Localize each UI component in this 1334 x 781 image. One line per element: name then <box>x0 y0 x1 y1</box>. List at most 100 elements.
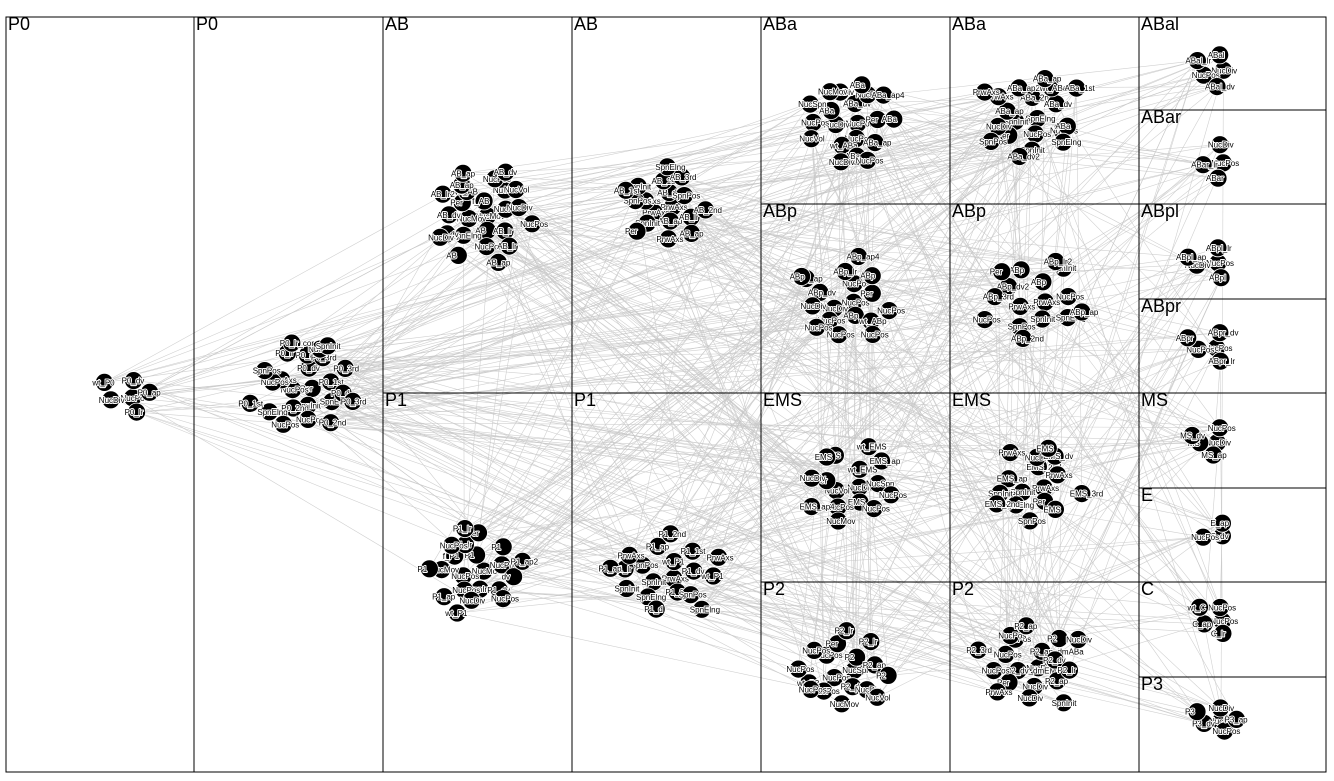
edge <box>647 222 1043 283</box>
network-node: P2_ap <box>1013 616 1039 636</box>
edge <box>494 103 856 180</box>
node-label: NucDiv <box>1185 261 1211 270</box>
node-circle <box>879 301 899 321</box>
node-label: NucVol <box>824 487 850 496</box>
node-circle <box>474 191 494 211</box>
node-label: P1 <box>417 565 427 574</box>
edge <box>701 156 1020 610</box>
network-node: NucPos <box>1207 418 1237 438</box>
edge <box>701 334 873 610</box>
node-circle <box>852 75 872 95</box>
edge <box>1005 103 1057 655</box>
edge <box>855 103 1033 151</box>
network-node: ABa_dv <box>1043 94 1073 114</box>
cell-label: P1 <box>385 390 407 410</box>
edge <box>677 360 1221 593</box>
node-circle <box>434 587 454 607</box>
edge <box>515 189 889 676</box>
network-node: SpnPos <box>1017 511 1047 531</box>
node-circle <box>1072 484 1092 504</box>
node-label: P0_d <box>331 389 350 398</box>
node-label: SpnElng <box>1056 314 1086 323</box>
network-node: AB_ap <box>450 163 477 183</box>
edge <box>330 332 1220 423</box>
node-circle <box>881 485 901 505</box>
node-label: P0_lr_cor <box>280 339 315 348</box>
network-node: SpnElng <box>1050 132 1082 152</box>
network-node: SpnElng <box>451 225 483 245</box>
node-label: ABpl_lr <box>1206 244 1232 253</box>
edge <box>670 256 1189 535</box>
network-node: P0_3rd <box>332 358 360 378</box>
network-node: Per <box>624 221 647 241</box>
edge <box>1048 448 1223 622</box>
node-label: NucDiv <box>1025 453 1051 462</box>
node-label: NucPos <box>822 674 850 683</box>
edge <box>505 208 1031 522</box>
node-circle <box>335 358 355 378</box>
cell-label: P1 <box>574 390 596 410</box>
node-label: C_lr <box>1211 629 1226 638</box>
network-node: NucPos <box>878 485 908 505</box>
network-node: NucDiv <box>506 198 534 218</box>
node-label: ABa_ap <box>863 139 892 148</box>
edge <box>330 315 856 423</box>
node-circle <box>1058 287 1078 307</box>
network-node: NucPos <box>855 150 885 170</box>
network-node: ABpr_dv <box>1207 323 1239 343</box>
edge <box>468 78 1045 219</box>
node-circle <box>820 82 840 102</box>
network-node: NucMov <box>471 561 502 581</box>
node-circle <box>682 223 701 243</box>
network-node: NucPos <box>1211 721 1241 741</box>
node-circle <box>858 150 877 170</box>
node-label: EMS_2nd <box>985 500 1020 509</box>
network-node: NucPos <box>1022 124 1052 144</box>
node-label: AB_lr <box>493 227 513 236</box>
node-circle <box>1210 323 1230 343</box>
edge <box>681 176 1022 271</box>
edge <box>345 368 671 535</box>
node-label: NucPos <box>856 156 884 165</box>
node-circle <box>496 162 516 182</box>
edge <box>994 296 1220 429</box>
edge <box>110 118 1038 401</box>
node-label: ABp <box>790 273 806 282</box>
node-circle <box>430 227 450 247</box>
network-node: EMS_ap <box>996 469 1029 489</box>
network-node: NucDiv <box>828 152 856 172</box>
network-node: ABa <box>1054 116 1077 136</box>
node-label: EMS_2nd <box>1026 463 1061 472</box>
node-circle <box>1210 45 1230 65</box>
network-node: NucPos <box>439 535 469 555</box>
node-label: wt_ABa <box>1039 84 1068 93</box>
network-node: P1_dv <box>681 561 705 581</box>
edge <box>293 407 627 589</box>
node-circle <box>506 180 526 199</box>
edge <box>883 94 1237 720</box>
node-label: SpnPos <box>979 137 1007 146</box>
edge <box>307 267 1064 420</box>
node-label: ABar_lr <box>1191 161 1218 170</box>
edge <box>484 138 812 202</box>
node-label: SpnPos <box>1018 517 1046 526</box>
network-node: ABa <box>818 101 841 120</box>
node-label: SpnPos <box>672 192 700 201</box>
node-circle <box>789 659 808 679</box>
edge <box>330 422 1220 429</box>
node-label: NucPos <box>842 298 870 307</box>
edge <box>834 427 1220 678</box>
network-node: AB_2nd <box>693 200 723 220</box>
edge <box>515 189 860 470</box>
node-circle <box>1208 168 1228 188</box>
node-label: Per <box>860 289 873 298</box>
edge <box>250 195 685 404</box>
node-label: ABp_dv <box>808 288 836 297</box>
node-label: AB_3rd <box>670 173 697 182</box>
edge <box>835 124 979 651</box>
node-label: PrwAxs <box>985 688 1012 697</box>
edge <box>504 189 678 593</box>
network-node: NucPos <box>821 668 851 687</box>
node-circle <box>1011 260 1031 280</box>
network-node: SpnPos <box>252 361 282 381</box>
